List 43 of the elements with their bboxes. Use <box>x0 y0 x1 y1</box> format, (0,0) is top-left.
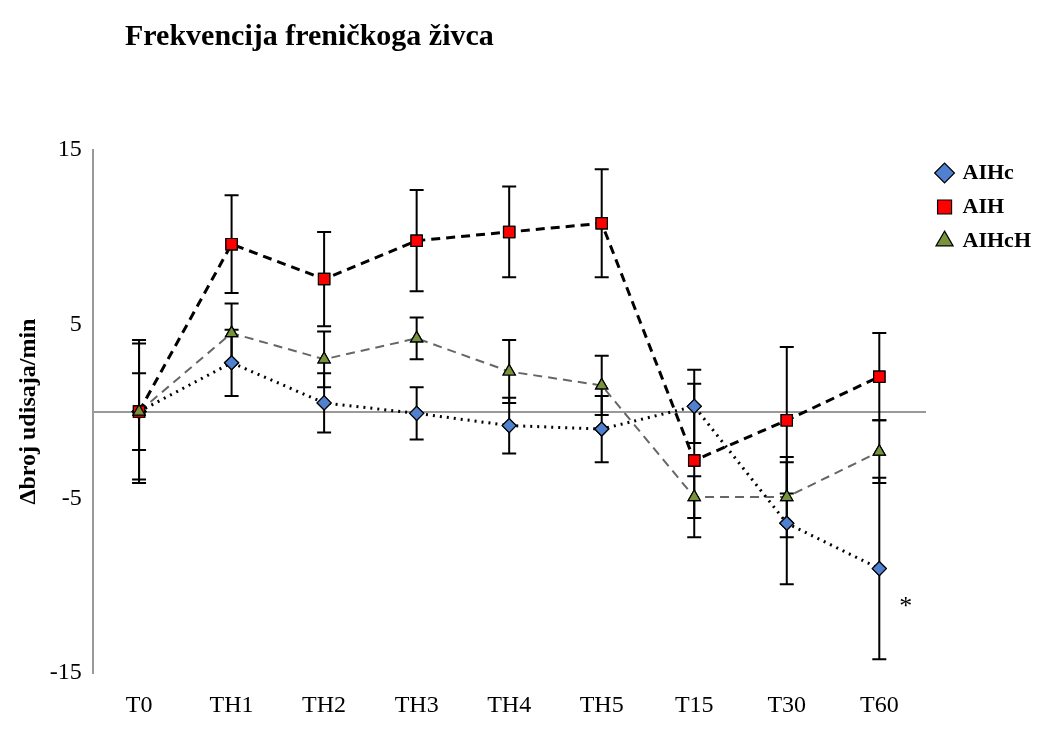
x-tick-label: TH5 <box>579 690 624 717</box>
point <box>780 489 794 502</box>
legend-label: AIH <box>962 192 1005 218</box>
point <box>409 330 424 343</box>
point <box>225 237 238 251</box>
point <box>502 225 516 239</box>
point <box>224 325 239 338</box>
point <box>594 421 610 437</box>
y-axis-title: Δbroj udisaja/min <box>13 318 40 505</box>
legend-label: AIHc <box>962 158 1015 184</box>
x-tick-label: TH2 <box>302 690 347 717</box>
point <box>410 234 423 247</box>
x-tick-label: T0 <box>125 690 153 717</box>
y-tick-label: 15 <box>57 135 82 162</box>
x-tick-label: T15 <box>674 690 714 717</box>
point <box>780 414 794 427</box>
point <box>501 417 517 434</box>
x-tick-label: T30 <box>767 690 807 717</box>
point <box>687 454 701 467</box>
point <box>595 216 608 230</box>
legend-label: AIHcH <box>962 226 1032 252</box>
point <box>317 272 331 286</box>
annotation: * <box>899 590 913 620</box>
point <box>779 515 795 531</box>
x-tick-label: TH3 <box>394 690 439 717</box>
y-tick-label: 5 <box>69 309 82 336</box>
point <box>873 370 886 383</box>
x-tick-label: T60 <box>859 690 899 717</box>
point <box>409 405 425 421</box>
point <box>502 363 516 376</box>
chart-title: Frekvencija freničkoga živca <box>125 18 494 52</box>
y-tick-label: -5 <box>61 484 82 511</box>
x-tick-label: TH1 <box>209 690 254 717</box>
point <box>223 355 240 371</box>
y-tick-label: -15 <box>49 658 82 685</box>
point <box>872 444 886 456</box>
point <box>316 395 332 411</box>
point <box>317 351 331 364</box>
point <box>871 560 887 577</box>
point <box>687 489 701 502</box>
point <box>686 398 702 414</box>
x-tick-label: TH4 <box>487 690 532 717</box>
point <box>595 377 609 390</box>
